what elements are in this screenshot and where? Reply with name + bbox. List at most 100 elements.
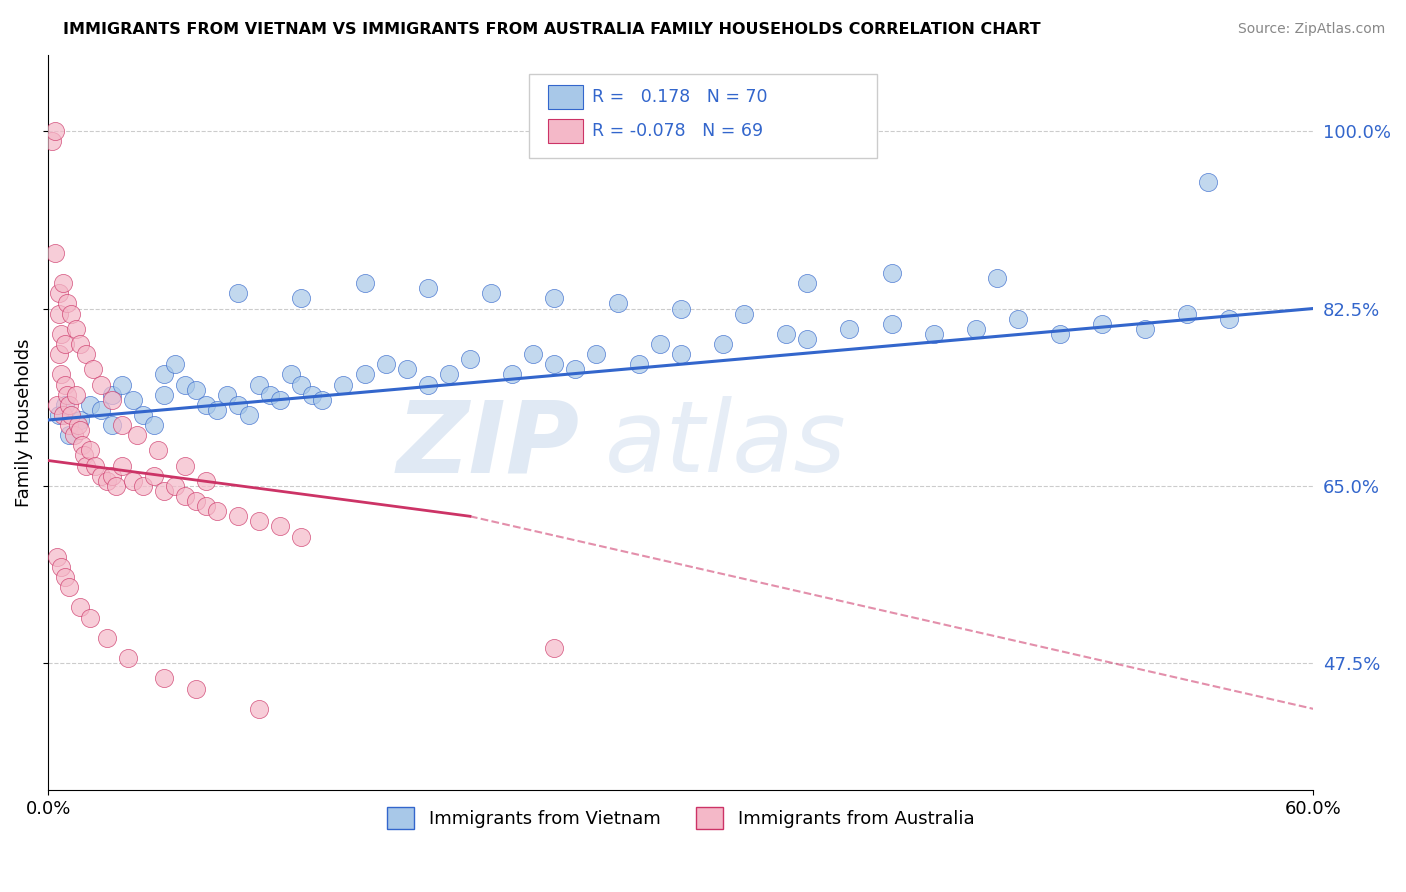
Point: [58, 580, 80, 594]
Point: [111, 418, 134, 433]
Point: [965, 322, 987, 336]
Point: [90, 468, 112, 483]
Point: [501, 368, 523, 382]
Point: [733, 307, 755, 321]
Point: [142, 468, 165, 483]
Point: [90, 377, 112, 392]
Point: [65, 387, 87, 401]
Point: [1133, 322, 1156, 336]
Point: [353, 276, 375, 290]
Point: [416, 281, 439, 295]
Point: [56, 296, 79, 310]
Point: [53, 570, 76, 584]
Point: [669, 301, 692, 316]
Point: [100, 468, 122, 483]
Bar: [548, 86, 583, 109]
Point: [48, 286, 70, 301]
Text: R =   0.178   N = 70: R = 0.178 N = 70: [592, 88, 768, 106]
Point: [79, 443, 101, 458]
Point: [479, 286, 502, 301]
Point: [301, 387, 323, 401]
Bar: [548, 119, 583, 143]
Point: [65, 322, 87, 336]
Point: [522, 347, 544, 361]
Point: [53, 377, 76, 392]
Point: [70, 438, 93, 452]
Point: [60, 408, 83, 422]
Point: [153, 387, 176, 401]
Point: [205, 402, 228, 417]
Point: [79, 398, 101, 412]
Point: [1197, 175, 1219, 189]
Point: [48, 307, 70, 321]
Point: [153, 368, 176, 382]
Point: [75, 458, 97, 473]
Point: [1218, 311, 1240, 326]
Point: [269, 519, 291, 533]
Point: [195, 499, 218, 513]
Point: [48, 347, 70, 361]
Point: [437, 368, 460, 382]
Point: [880, 266, 903, 280]
Point: [174, 458, 197, 473]
Point: [775, 326, 797, 341]
Point: [648, 337, 671, 351]
Point: [585, 347, 607, 361]
Point: [96, 631, 118, 645]
Point: [174, 489, 197, 503]
Point: [922, 326, 945, 341]
Point: [48, 408, 70, 422]
Point: [280, 368, 302, 382]
Point: [195, 474, 218, 488]
Point: [269, 392, 291, 407]
Point: [838, 322, 860, 336]
Point: [146, 443, 169, 458]
Point: [543, 640, 565, 655]
Point: [226, 398, 249, 412]
Point: [56, 387, 79, 401]
Point: [606, 296, 628, 310]
Text: ZIP: ZIP: [396, 396, 579, 493]
Point: [125, 428, 148, 442]
Point: [49, 368, 72, 382]
Point: [52, 276, 75, 290]
Point: [58, 398, 80, 412]
Text: IMMIGRANTS FROM VIETNAM VS IMMIGRANTS FROM AUSTRALIA FAMILY HOUSEHOLDS CORRELATI: IMMIGRANTS FROM VIETNAM VS IMMIGRANTS FR…: [63, 22, 1040, 37]
Point: [62, 428, 84, 442]
Point: [627, 357, 650, 371]
Point: [374, 357, 396, 371]
Y-axis label: Family Households: Family Households: [15, 338, 32, 507]
Point: [44, 245, 66, 260]
Point: [184, 494, 207, 508]
Point: [1175, 307, 1198, 321]
Point: [986, 271, 1008, 285]
Point: [163, 479, 186, 493]
Point: [543, 292, 565, 306]
Point: [117, 651, 139, 665]
Point: [259, 387, 281, 401]
Point: [290, 377, 312, 392]
Point: [75, 347, 97, 361]
Point: [52, 408, 75, 422]
Point: [49, 326, 72, 341]
Point: [100, 387, 122, 401]
Point: [45, 549, 67, 564]
Point: [226, 286, 249, 301]
Point: [395, 362, 418, 376]
Point: [58, 428, 80, 442]
Point: [58, 418, 80, 433]
Point: [163, 357, 186, 371]
Point: [111, 377, 134, 392]
Point: [100, 418, 122, 433]
Point: [83, 458, 105, 473]
Point: [90, 402, 112, 417]
Point: [238, 408, 260, 422]
Point: [247, 377, 270, 392]
Point: [184, 383, 207, 397]
Point: [111, 458, 134, 473]
Point: [132, 479, 155, 493]
Point: [217, 387, 239, 401]
Point: [45, 398, 67, 412]
Point: [100, 392, 122, 407]
Point: [796, 276, 818, 290]
